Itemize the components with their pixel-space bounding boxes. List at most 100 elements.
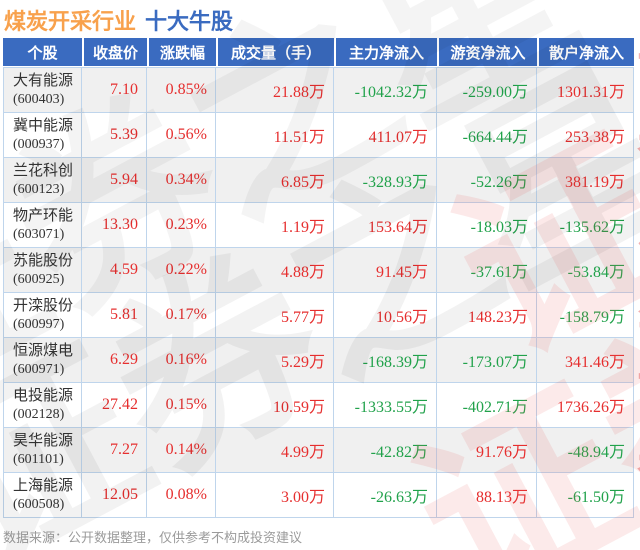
stock-name-cell: 物产环能 (603071) [3,203,82,248]
retail-net-inflow-cell: -158.79万 [537,293,634,338]
main-net-inflow-cell: 10.56万 [334,293,437,338]
hot-money-net-inflow-cell: 91.76万 [437,428,537,473]
table-row: 昊华能源 (601101) 7.27 0.14% 4.99万 -42.82万 91.76万 -… [3,428,634,473]
retail-net-inflow-cell: 253.38万 [537,113,634,158]
close-price-cell: 5.39 [82,113,147,158]
stock-name-cell: 大有能源 (600403) [3,68,82,113]
main-net-inflow-cell: -1042.32万 [334,68,437,113]
table-row: 电投能源 (002128) 27.42 0.15% 10.59万 -1333.55万 -40… [3,383,634,428]
header-cell: 个股 [3,38,82,66]
hot-money-net-inflow-cell: 148.23万 [437,293,537,338]
stock-name-cell: 电投能源 (002128) [3,383,82,428]
header-cell: 游资净流入 [437,38,537,66]
retail-net-inflow-cell: -135.62万 [537,203,634,248]
volume-cell: 5.77万 [216,293,334,338]
stock-code: (601101) [13,452,64,467]
industry-title: 煤炭开采行业 [4,9,137,34]
hot-money-net-inflow-cell: -18.03万 [437,203,537,248]
hot-money-net-inflow-cell: -173.07万 [437,338,537,383]
volume-cell: 1.19万 [216,203,334,248]
volume-cell: 5.29万 [216,338,334,383]
main-net-inflow-cell: 411.07万 [334,113,437,158]
retail-net-inflow-cell: 381.19万 [537,158,634,203]
hot-money-net-inflow-cell: -664.44万 [437,113,537,158]
close-price-cell: 5.81 [82,293,147,338]
stock-code: (002128) [13,407,65,422]
stock-name: 开滦股份 [13,297,74,314]
change-percent-cell: 0.85% [147,68,216,113]
volume-cell: 11.51万 [216,113,334,158]
stock-name: 恒源煤电 [13,342,74,359]
stock-code: (600925) [13,272,65,287]
change-percent-cell: 0.16% [147,338,216,383]
stock-name: 苏能股份 [13,252,74,269]
hot-money-net-inflow-cell: -402.71万 [437,383,537,428]
stock-name-cell: 恒源煤电 (600971) [3,338,82,383]
main-net-inflow-cell: -42.82万 [334,428,437,473]
close-price-cell: 6.29 [82,338,147,383]
stock-code: (600508) [13,497,65,512]
volume-cell: 10.59万 [216,383,334,428]
table-row: 物产环能 (603071) 13.30 0.23% 1.19万 153.64万 -18.03… [3,203,634,248]
hot-money-net-inflow-cell: -259.00万 [437,68,537,113]
volume-cell: 6.85万 [216,158,334,203]
data-source-disclaimer: 数据来源：公开数据整理，仅供参考不构成投资建议 [3,530,303,545]
hot-money-net-inflow-cell: -52.26万 [437,158,537,203]
stock-name-cell: 昊华能源 (601101) [3,428,82,473]
table-row: 大有能源 (600403) 7.10 0.85% 21.88万 -1042.32万 -259… [3,68,634,113]
stock-code: (600403) [13,92,65,107]
close-price-cell: 7.10 [82,68,147,113]
stock-name: 冀中能源 [13,117,74,134]
change-percent-cell: 0.15% [147,383,216,428]
stock-name: 电投能源 [13,387,74,404]
retail-net-inflow-cell: -53.84万 [537,248,634,293]
close-price-cell: 7.27 [82,428,147,473]
stock-name-cell: 开滦股份 (600997) [3,293,82,338]
close-price-cell: 5.94 [82,158,147,203]
retail-net-inflow-cell: 1301.31万 [537,68,634,113]
table-header: 个股 收盘价 涨跌幅 成交量（手） 主力净流入 游资净流入 散户净流入 [3,38,634,66]
change-percent-cell: 0.08% [147,473,216,518]
retail-net-inflow-cell: -61.50万 [537,473,634,518]
change-percent-cell: 0.22% [147,248,216,293]
main-net-inflow-cell: -168.39万 [334,338,437,383]
main-net-inflow-cell: 91.45万 [334,248,437,293]
stock-table: 个股 收盘价 涨跌幅 成交量（手） 主力净流入 游资净流入 散户净流入 大有能源 (60040… [3,38,634,518]
hot-money-net-inflow-cell: -37.61万 [437,248,537,293]
retail-net-inflow-cell: 1736.26万 [537,383,634,428]
stock-name: 物产环能 [13,207,74,224]
stock-name: 昊华能源 [13,432,74,449]
header-cell: 主力净流入 [334,38,437,66]
stock-code: (600997) [13,317,65,332]
stock-code: (000937) [13,137,65,152]
retail-net-inflow-cell: 341.46万 [537,338,634,383]
header-cell: 成交量（手） [216,38,334,66]
close-price-cell: 13.30 [82,203,147,248]
table-row: 苏能股份 (600925) 4.59 0.22% 4.88万 91.45万 -37.61万 -… [3,248,634,293]
volume-cell: 4.99万 [216,428,334,473]
volume-cell: 4.88万 [216,248,334,293]
change-percent-cell: 0.34% [147,158,216,203]
title-suffix: 十大牛股 [145,9,234,34]
stock-name: 上海能源 [13,477,74,494]
close-price-cell: 12.05 [82,473,147,518]
close-price-cell: 4.59 [82,248,147,293]
page-title: 煤炭开采行业 十大牛股 [4,4,233,36]
hot-money-net-inflow-cell: 88.13万 [437,473,537,518]
volume-cell: 3.00万 [216,473,334,518]
stock-code: (600971) [13,362,65,377]
main-net-inflow-cell: 153.64万 [334,203,437,248]
table-row: 冀中能源 (000937) 5.39 0.56% 11.51万 411.07万 -664.4… [3,113,634,158]
stock-name-cell: 兰花科创 (600123) [3,158,82,203]
header-cell: 散户净流入 [537,38,634,66]
stock-code: (600123) [13,182,65,197]
volume-cell: 21.88万 [216,68,334,113]
stock-name-cell: 上海能源 (600508) [3,473,82,518]
close-price-cell: 27.42 [82,383,147,428]
change-percent-cell: 0.56% [147,113,216,158]
change-percent-cell: 0.17% [147,293,216,338]
stock-name-cell: 苏能股份 (600925) [3,248,82,293]
table-row: 上海能源 (600508) 12.05 0.08% 3.00万 -26.63万 88.13万… [3,473,634,518]
main-net-inflow-cell: -328.93万 [334,158,437,203]
